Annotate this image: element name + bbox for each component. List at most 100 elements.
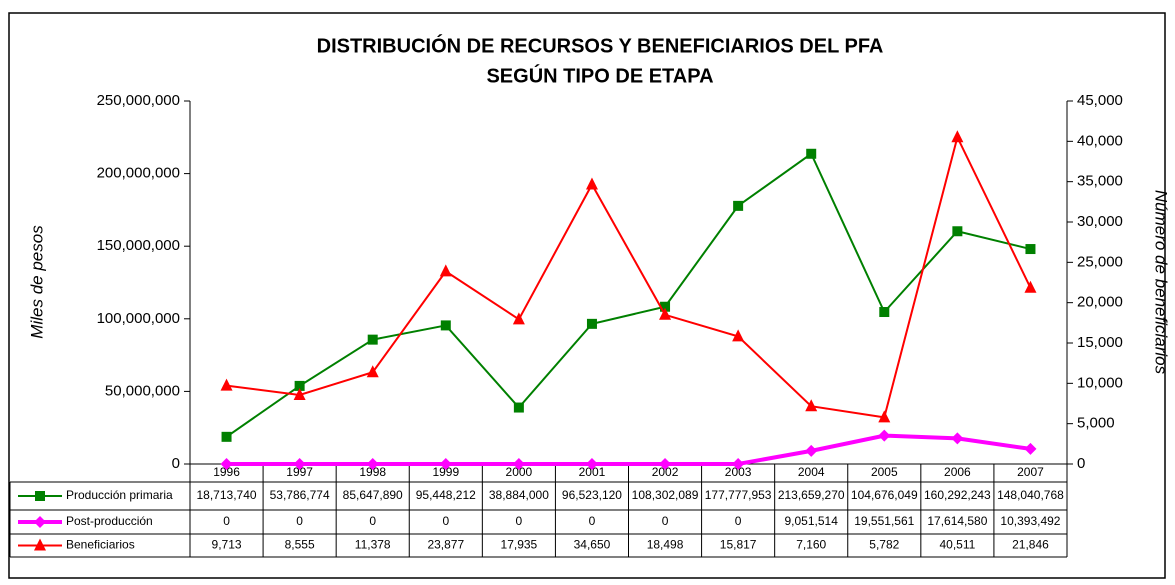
table-value: 17,935 — [501, 538, 538, 552]
table-value: 148,040,768 — [997, 488, 1064, 502]
x-tick-label: 1998 — [359, 465, 386, 479]
table-value: 85,647,890 — [343, 488, 403, 502]
y-axis-label: Miles de pesos — [27, 225, 46, 339]
y-tick-label: 200,000,000 — [97, 165, 180, 182]
y2-axis-label: Número de beneficiarios — [1152, 190, 1171, 375]
data-point — [440, 320, 451, 331]
table-value: 8,555 — [285, 538, 315, 552]
y-tick-label: 0 — [172, 455, 180, 472]
data-point — [439, 458, 452, 470]
y2-tick-label: 15,000 — [1077, 334, 1123, 351]
x-tick-label: 2003 — [725, 465, 752, 479]
legend-marker — [34, 538, 46, 551]
data-point — [513, 402, 524, 413]
data-point — [221, 431, 232, 442]
data-point — [732, 458, 745, 470]
series-line — [226, 433, 1031, 466]
table-value: 11,378 — [355, 538, 391, 552]
x-tick-label: 1997 — [286, 465, 313, 479]
x-tick-label: 1999 — [432, 465, 459, 479]
data-point — [879, 307, 890, 318]
data-point — [952, 226, 963, 237]
table-value: 0 — [442, 514, 449, 528]
data-point — [367, 334, 378, 345]
legend-marker — [35, 491, 45, 501]
data-point — [878, 429, 891, 442]
table-value: 0 — [589, 514, 596, 528]
table-value: 17,614,580 — [927, 514, 987, 528]
legend-label: Beneficiarios — [66, 538, 135, 552]
y-tick-label: 150,000,000 — [97, 237, 180, 254]
table-value: 18,713,740 — [197, 488, 257, 502]
table-value: 19,551,561 — [854, 514, 914, 528]
table-value: 0 — [296, 514, 303, 528]
table-value: 15,817 — [720, 538, 757, 552]
legend-label: Producción primaria — [66, 488, 173, 502]
table-value: 10,393,492 — [1000, 514, 1060, 528]
data-point — [1025, 244, 1036, 255]
data-point — [805, 399, 818, 412]
x-tick-label: 2004 — [798, 465, 825, 479]
data-point — [805, 444, 818, 457]
data-point — [660, 301, 671, 312]
table-value: 18,498 — [647, 538, 684, 552]
data-point — [1024, 442, 1037, 455]
data-point — [1024, 280, 1037, 293]
data-point — [732, 329, 745, 342]
data-point — [806, 148, 817, 159]
legend-label: Post-producción — [66, 514, 153, 528]
table-value: 160,292,243 — [924, 488, 991, 502]
x-tick-label: 2001 — [579, 465, 606, 479]
data-point — [220, 458, 233, 470]
table-value: 104,676,049 — [851, 488, 918, 502]
table-value: 0 — [369, 514, 376, 528]
data-point — [951, 130, 964, 143]
data-point — [439, 264, 452, 277]
y2-tick-label: 20,000 — [1077, 294, 1123, 311]
x-tick-label: 1996 — [213, 465, 240, 479]
data-point — [659, 307, 672, 320]
table-value: 21,846 — [1012, 538, 1049, 552]
y2-tick-label: 30,000 — [1077, 213, 1123, 230]
data-point — [585, 458, 598, 470]
x-tick-label: 2002 — [652, 465, 679, 479]
data-point — [293, 458, 306, 470]
data-point — [585, 177, 598, 190]
table-value: 9,051,514 — [785, 514, 839, 528]
x-tick-label: 2006 — [944, 465, 971, 479]
table-value: 0 — [516, 514, 523, 528]
table-value: 213,659,270 — [778, 488, 845, 502]
table-value: 96,523,120 — [562, 488, 622, 502]
table-value: 34,650 — [574, 538, 611, 552]
y2-tick-label: 10,000 — [1077, 374, 1123, 391]
table-value: 0 — [735, 514, 742, 528]
table-value: 23,877 — [427, 538, 464, 552]
chart-title: DISTRIBUCIÓN DE RECURSOS Y BENEFICIARIOS… — [317, 33, 884, 57]
chart-frame — [8, 12, 1166, 579]
y-tick-label: 250,000,000 — [97, 92, 180, 109]
table-value: 177,777,953 — [705, 488, 772, 502]
y2-tick-label: 35,000 — [1077, 173, 1123, 190]
data-point — [220, 378, 233, 391]
x-tick-label: 2000 — [506, 465, 533, 479]
data-point — [951, 432, 964, 445]
chart-title: SEGÚN TIPO DE ETAPA — [486, 63, 713, 87]
y2-tick-label: 45,000 — [1077, 92, 1123, 109]
y2-tick-label: 25,000 — [1077, 253, 1123, 270]
y-tick-label: 50,000,000 — [105, 382, 180, 399]
data-point — [366, 365, 379, 378]
data-point — [733, 200, 744, 211]
table-value: 38,884,000 — [489, 488, 549, 502]
table-value: 95,448,212 — [416, 488, 476, 502]
y2-tick-label: 0 — [1077, 455, 1085, 472]
data-point — [294, 380, 305, 391]
data-point — [512, 458, 525, 470]
series-line — [225, 152, 1031, 438]
table-value: 7,160 — [796, 538, 826, 552]
y2-tick-label: 40,000 — [1077, 132, 1123, 149]
y2-tick-label: 5,000 — [1077, 415, 1115, 432]
data-point — [659, 458, 672, 470]
data-point — [293, 387, 306, 400]
table-value: 40,511 — [939, 538, 975, 552]
y-tick-label: 100,000,000 — [97, 310, 180, 327]
